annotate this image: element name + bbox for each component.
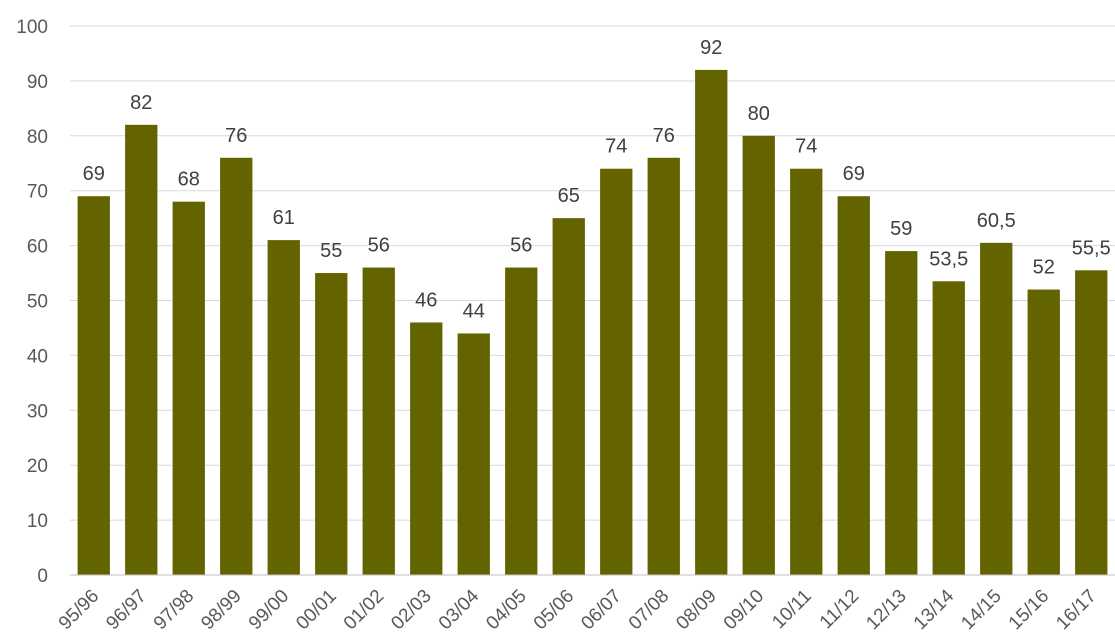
x-tick-label: 12/13 xyxy=(862,586,910,634)
bar-13/14 xyxy=(932,281,965,575)
x-tick-label: 04/05 xyxy=(482,586,530,634)
data-label: 44 xyxy=(463,300,485,322)
x-axis-tick-labels: 95/96 96/97 97/98 98/99 99/00 00/01 01/02 02/03… xyxy=(55,585,1101,634)
x-tick-label: 10/11 xyxy=(768,586,815,633)
bar-12/13 xyxy=(885,251,918,575)
x-tick-label: 95/96 xyxy=(55,586,103,634)
y-tick-label: 90 xyxy=(27,72,48,93)
x-tick-label: 13/14 xyxy=(910,585,959,634)
x-tick-label: 98/99 xyxy=(197,586,245,634)
data-label: 56 xyxy=(368,235,390,257)
x-tick-label: 09/10 xyxy=(720,586,768,634)
bar-16/17 xyxy=(1075,270,1108,575)
x-tick-label: 03/04 xyxy=(435,585,484,634)
x-tick-label: 11/12 xyxy=(816,586,863,633)
y-tick-label: 70 xyxy=(27,182,48,203)
data-label: 76 xyxy=(225,125,247,147)
bar-00/01 xyxy=(315,273,348,575)
y-tick-label: 100 xyxy=(16,17,48,38)
data-label: 74 xyxy=(605,136,627,158)
y-axis-tick-labels: 0 10 20 30 40 50 60 70 80 90 100 xyxy=(16,17,48,587)
bar-95/96 xyxy=(77,196,110,575)
data-label: 92 xyxy=(700,37,722,59)
bar-99/00 xyxy=(267,240,300,576)
x-tick-label: 06/07 xyxy=(577,586,625,634)
data-labels: 69 82 68 76 61 55 56 46 44 56 65 74 76 92 80 74 69 59 53,5… xyxy=(83,37,1111,323)
bar-05/06 xyxy=(552,218,585,575)
bar-04/05 xyxy=(505,267,538,575)
y-tick-label: 60 xyxy=(27,237,48,258)
x-tick-label: 01/02 xyxy=(340,586,388,634)
x-tick-label: 02/03 xyxy=(387,586,435,634)
data-label: 68 xyxy=(178,169,200,191)
data-label: 56 xyxy=(510,235,532,257)
bar-10/11 xyxy=(790,168,823,576)
data-label: 76 xyxy=(653,125,675,147)
x-tick-label: 00/01 xyxy=(292,586,340,634)
data-label: 69 xyxy=(83,163,105,185)
bar-03/04 xyxy=(457,333,490,575)
bar-11/12 xyxy=(837,196,870,575)
bar-09/10 xyxy=(742,135,775,576)
bar-98/99 xyxy=(220,157,253,575)
data-label: 55,5 xyxy=(1072,237,1111,259)
data-label: 59 xyxy=(890,218,912,240)
x-tick-label: 99/00 xyxy=(245,586,293,634)
data-label: 60,5 xyxy=(977,210,1016,232)
y-tick-label: 40 xyxy=(27,346,48,367)
bar-97/98 xyxy=(172,201,205,575)
bar-96/97 xyxy=(125,124,158,575)
x-tick-label: 14/15 xyxy=(957,586,1005,634)
x-tick-label: 05/06 xyxy=(530,586,578,634)
data-label: 46 xyxy=(415,289,437,311)
data-label: 82 xyxy=(130,92,152,114)
data-label: 80 xyxy=(748,103,770,125)
y-tick-label: 50 xyxy=(27,292,48,313)
x-tick-label: 97/98 xyxy=(150,586,198,634)
data-label: 65 xyxy=(558,185,580,207)
y-tick-label: 30 xyxy=(27,401,48,422)
x-tick-label: 96/97 xyxy=(102,586,150,634)
x-tick-label: 07/08 xyxy=(625,586,673,634)
bars xyxy=(77,69,1108,576)
y-tick-label: 10 xyxy=(27,511,48,532)
data-label: 52 xyxy=(1033,257,1055,279)
data-label: 61 xyxy=(273,207,295,229)
x-tick-label: 08/09 xyxy=(672,586,720,634)
bar-08/09 xyxy=(695,69,728,576)
y-tick-label: 20 xyxy=(27,456,48,477)
bar-14/15 xyxy=(980,242,1013,576)
data-label: 74 xyxy=(795,136,817,158)
y-tick-label: 80 xyxy=(27,127,48,148)
bar-15/16 xyxy=(1027,289,1060,575)
x-tick-label: 16/17 xyxy=(1052,586,1100,634)
x-tick-label: 15/16 xyxy=(1005,586,1053,634)
bar-01/02 xyxy=(362,267,395,575)
bar-07/08 xyxy=(647,157,680,575)
y-tick-label: 0 xyxy=(37,566,48,587)
data-label: 55 xyxy=(320,240,342,262)
bar-02/03 xyxy=(410,322,443,575)
data-label: 69 xyxy=(843,163,865,185)
bar-06/07 xyxy=(600,168,633,576)
data-label: 53,5 xyxy=(929,248,968,270)
